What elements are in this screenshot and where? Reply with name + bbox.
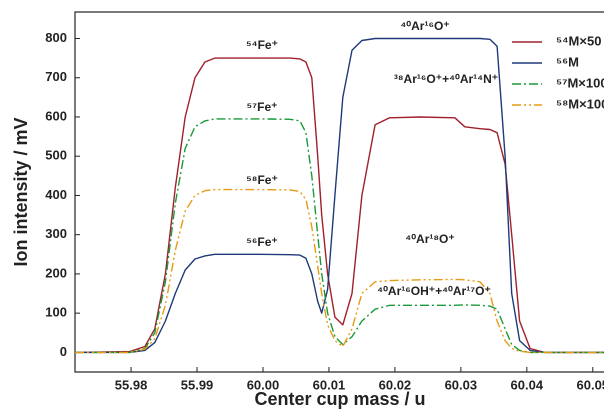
legend-label: ⁵⁷M×100 — [556, 75, 604, 90]
series-line — [75, 188, 604, 354]
legend-label: ⁵⁸M×100 — [556, 96, 604, 111]
y-tick-label: 100 — [45, 305, 67, 320]
x-tick-label: 55.99 — [181, 377, 214, 392]
plot-frame — [74, 11, 604, 373]
x-tick-label: 60.02 — [379, 377, 412, 392]
x-tick-label: 60.00 — [247, 377, 280, 392]
series-line — [75, 118, 604, 354]
x-tick-label: 60.04 — [511, 377, 544, 392]
y-tick-label: 500 — [45, 148, 67, 163]
annotation: ⁵⁸Fe⁺ — [246, 173, 278, 187]
y-tick-label: 600 — [45, 108, 67, 123]
y-axis-title: Ion intensity / mV — [11, 117, 31, 266]
x-tick-label: 60.05 — [577, 377, 604, 392]
annotation: ⁴⁰Ar¹⁸O⁺ — [405, 232, 454, 246]
annotation: ⁵⁷Fe⁺ — [247, 100, 278, 114]
y-tick-label: 700 — [45, 69, 67, 84]
annotation: ⁴⁰Ar¹⁶OH⁺+⁴⁰Ar¹⁷O⁺ — [377, 284, 491, 298]
series-line — [75, 37, 604, 354]
legend-label: ⁵⁶M — [556, 54, 579, 69]
x-axis-title: Center cup mass / u — [254, 389, 425, 409]
y-tick-label: 200 — [45, 265, 67, 280]
x-tick-label: 60.03 — [445, 377, 478, 392]
y-tick-label: 300 — [45, 226, 67, 241]
x-tick-label: 60.01 — [313, 377, 346, 392]
annotation: ⁵⁶Fe⁺ — [246, 235, 278, 249]
y-tick-label: 800 — [45, 30, 67, 45]
series-line — [74, 57, 604, 354]
annotation: ⁴⁰Ar¹⁶O⁺ — [400, 19, 449, 33]
y-tick-label: 400 — [45, 187, 67, 202]
legend-label: ⁵⁴M×50 — [556, 33, 601, 48]
x-tick-label: 55.98 — [115, 377, 148, 392]
y-tick-label: 0 — [60, 344, 67, 359]
annotation: ³⁸Ar¹⁶O⁺+⁴⁰Ar¹⁴N⁺ — [394, 72, 498, 86]
annotation: ⁵⁴Fe⁺ — [246, 38, 278, 52]
